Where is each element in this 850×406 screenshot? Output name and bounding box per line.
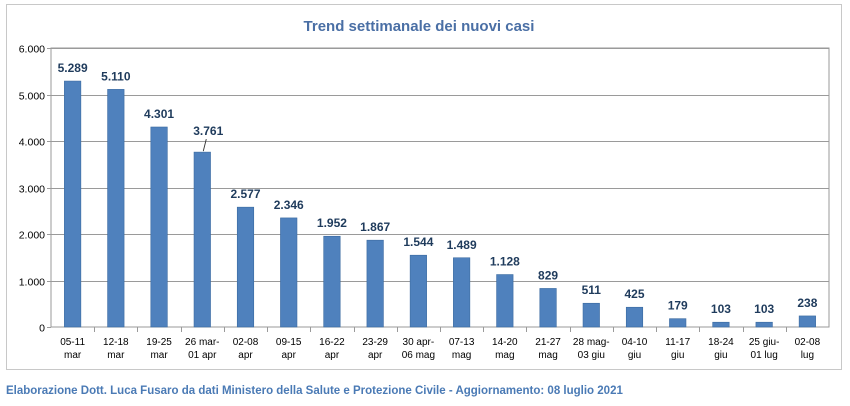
bar xyxy=(582,302,600,328)
x-tick-label: mag xyxy=(495,350,514,361)
data-label: 1.544 xyxy=(403,235,433,249)
x-tick-label: 03 giu xyxy=(578,350,605,361)
data-label: 1.128 xyxy=(490,255,520,269)
x-tick-label: 28 mag- xyxy=(573,337,610,348)
x-tick-label: 21-27 xyxy=(535,337,561,348)
data-label: 179 xyxy=(668,299,688,313)
data-label: 103 xyxy=(754,302,774,316)
x-tick-label: apr xyxy=(238,350,253,361)
x-tick-label: lug xyxy=(801,350,814,361)
data-label: 238 xyxy=(797,296,817,310)
x-tick-label: mar xyxy=(107,350,125,361)
bar xyxy=(280,217,298,328)
data-label: 2.346 xyxy=(274,198,304,212)
bar xyxy=(539,288,557,328)
bar xyxy=(236,206,255,328)
x-tick-label: apr xyxy=(368,350,383,361)
y-tick-label: 2.000 xyxy=(19,230,45,242)
bar xyxy=(755,321,773,328)
x-tick-label: 04-10 xyxy=(622,337,648,348)
bar xyxy=(496,274,514,328)
x-tick-label: mar xyxy=(64,350,82,361)
data-label: 3.761 xyxy=(193,124,223,138)
bar-chart: Trend settimanale dei nuovi casi 0 1.000 2… xyxy=(19,18,830,361)
x-tick-label: mag xyxy=(452,350,471,361)
chart-frame: Trend settimanale dei nuovi casi 0 1.000 2… xyxy=(6,4,842,370)
data-label: 425 xyxy=(624,287,644,301)
data-label: 4.301 xyxy=(144,107,174,121)
x-tick-label: 02-08 xyxy=(795,337,821,348)
x-tick-label: 26 mar- xyxy=(185,337,219,348)
bar xyxy=(366,239,384,328)
bar xyxy=(625,306,644,328)
data-label: 103 xyxy=(711,302,731,316)
bar xyxy=(712,321,730,328)
x-tick-label: 11-17 xyxy=(665,337,690,348)
x-tick-label: apr xyxy=(281,350,296,361)
source-footnote: Elaborazione Dott. Luca Fusaro da dati M… xyxy=(6,385,623,397)
plot-area xyxy=(50,47,830,328)
chart-title: Trend settimanale dei nuovi casi xyxy=(304,18,535,35)
x-tick-label: 09-15 xyxy=(276,337,302,348)
x-tick-label: 25 giu- xyxy=(749,337,780,348)
y-tick-label: 6.000 xyxy=(19,44,45,56)
data-label: 829 xyxy=(538,268,558,282)
y-tick-label: 3.000 xyxy=(19,184,45,196)
data-label: 511 xyxy=(582,283,602,297)
data-label: 1.952 xyxy=(317,216,347,230)
bar xyxy=(107,89,125,328)
x-tick-label: 18-24 xyxy=(708,337,734,348)
x-tick-label: 30 apr- xyxy=(403,337,435,348)
bar xyxy=(150,126,168,328)
x-tick-label: 05-11 xyxy=(60,337,85,348)
bar xyxy=(193,151,211,328)
y-tick-label: 1.000 xyxy=(19,277,45,289)
bar xyxy=(798,315,816,328)
data-label: 2.577 xyxy=(230,187,260,201)
x-tick-label: 19-25 xyxy=(146,337,172,348)
data-label: 1.489 xyxy=(447,238,477,252)
x-tick-label: 23-29 xyxy=(362,337,388,348)
x-tick-label: apr xyxy=(325,350,340,361)
data-label: 5.289 xyxy=(58,61,88,75)
x-tick-label: 16-22 xyxy=(319,337,345,348)
data-label: 1.867 xyxy=(360,220,390,234)
bar xyxy=(669,318,687,328)
bar xyxy=(64,80,82,328)
x-tick-label: 01 lug xyxy=(751,350,778,361)
x-tick-label: 07-13 xyxy=(449,337,475,348)
x-tick-label: 06 mag xyxy=(402,350,435,361)
x-tick-label: 02-08 xyxy=(233,337,259,348)
x-tick-label: 14-20 xyxy=(492,337,518,348)
y-tick-label: 0 xyxy=(39,323,45,335)
x-tick-label: 01 apr xyxy=(188,350,217,361)
y-tick-label: 5.000 xyxy=(19,91,45,103)
bar xyxy=(409,254,427,328)
data-label: 5.110 xyxy=(101,69,131,83)
bar xyxy=(453,257,471,328)
x-tick-label: giu xyxy=(671,350,684,361)
y-tick-label: 4.000 xyxy=(19,137,45,149)
bar xyxy=(323,235,341,328)
x-tick-label: 12-18 xyxy=(103,337,129,348)
x-tick-label: giu xyxy=(628,350,641,361)
x-tick-label: mar xyxy=(150,350,168,361)
x-tick-label: mag xyxy=(538,350,557,361)
leader-line xyxy=(202,139,207,152)
x-tick-label: giu xyxy=(714,350,727,361)
